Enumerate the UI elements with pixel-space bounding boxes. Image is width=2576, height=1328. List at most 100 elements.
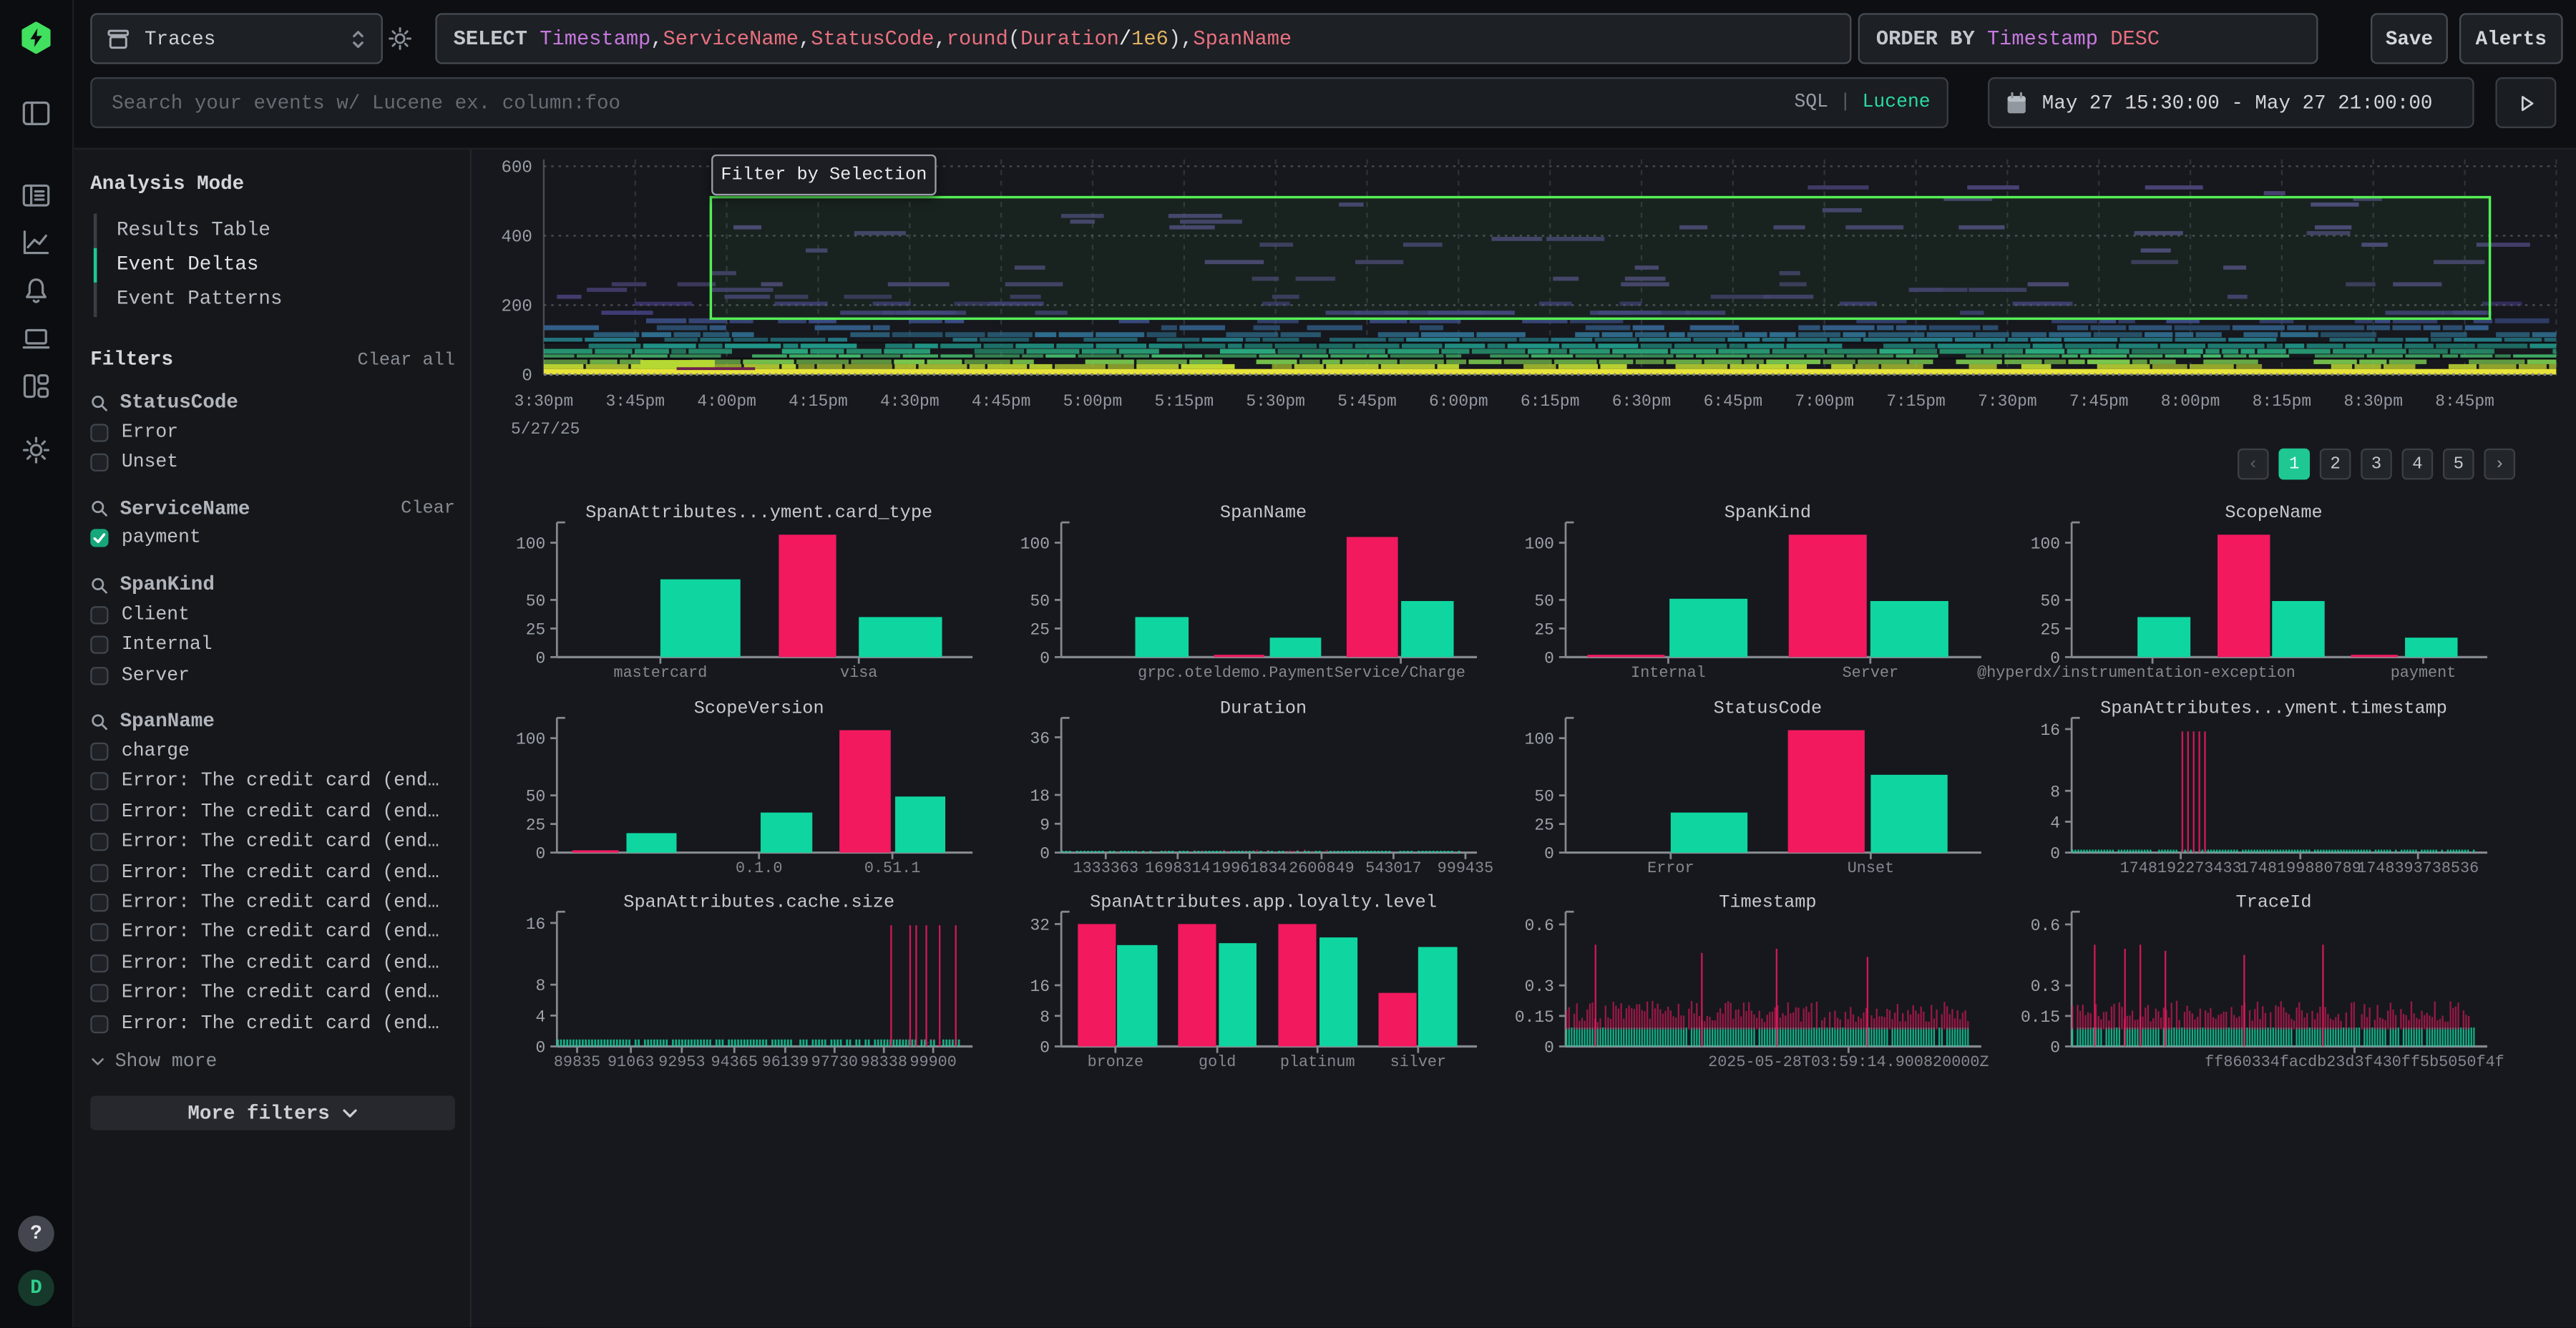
filter-option[interactable]: Error: The credit card (end… bbox=[90, 918, 455, 948]
filter-by-selection-tooltip[interactable]: Filter by Selection bbox=[711, 155, 937, 195]
pagination-page-2[interactable]: 2 bbox=[2320, 449, 2351, 480]
save-button[interactable]: Save bbox=[2371, 13, 2448, 64]
svg-text:0: 0 bbox=[522, 367, 532, 386]
checkbox-unchecked[interactable] bbox=[90, 954, 108, 972]
filter-option[interactable]: Error: The credit card (end… bbox=[90, 827, 455, 857]
sessions-laptop-icon[interactable] bbox=[16, 318, 56, 358]
more-filters-button[interactable]: More filters bbox=[90, 1096, 455, 1131]
filter-option[interactable]: Error: The credit card (end… bbox=[90, 857, 455, 887]
alerts-button[interactable]: Alerts bbox=[2459, 13, 2563, 64]
checkbox-unchecked[interactable] bbox=[90, 666, 108, 684]
analysis-mode-event-patterns[interactable]: Event Patterns bbox=[94, 283, 455, 317]
alerts-bell-icon[interactable] bbox=[16, 271, 56, 311]
checkbox-unchecked[interactable] bbox=[90, 864, 108, 882]
checkbox-unchecked[interactable] bbox=[90, 894, 108, 912]
svg-text:SpanKind: SpanKind bbox=[1724, 502, 1811, 523]
checkbox-unchecked[interactable] bbox=[90, 1015, 108, 1032]
query-token: ServiceName bbox=[663, 27, 799, 50]
search-icon[interactable] bbox=[90, 576, 108, 594]
lang-sql[interactable]: SQL bbox=[1794, 92, 1828, 114]
run-query-button[interactable] bbox=[2495, 77, 2556, 128]
clear-filter-link[interactable]: Clear bbox=[401, 499, 455, 519]
search-icon[interactable] bbox=[90, 713, 108, 731]
source-select[interactable]: Traces bbox=[90, 13, 383, 64]
checkbox-checked[interactable] bbox=[90, 529, 108, 547]
pagination-page-4[interactable]: 4 bbox=[2402, 449, 2434, 480]
show-more-link[interactable]: Show more bbox=[90, 1047, 455, 1076]
search-logs-icon[interactable] bbox=[16, 176, 56, 215]
delta-chart-spankind[interactable]: SpanKind02550100InternalServer bbox=[1508, 493, 2001, 683]
search-icon[interactable] bbox=[90, 394, 108, 411]
checkbox-unchecked[interactable] bbox=[90, 924, 108, 942]
checkbox-unchecked[interactable] bbox=[90, 833, 108, 851]
delta-chart-scopename[interactable]: ScopeName02550100@hyperdx/instrumentatio… bbox=[2014, 493, 2507, 683]
filter-option[interactable]: Error bbox=[90, 417, 455, 447]
chart-explorer-icon[interactable] bbox=[16, 223, 56, 263]
dashboards-icon[interactable] bbox=[16, 366, 56, 406]
svg-text:6:30pm: 6:30pm bbox=[1612, 392, 1672, 411]
date-range-picker[interactable]: May 27 15:30:00 - May 27 21:00:00 bbox=[1988, 77, 2474, 128]
svg-text:3:45pm: 3:45pm bbox=[605, 392, 665, 411]
lang-lucene[interactable]: Lucene bbox=[1863, 92, 1931, 114]
checkbox-unchecked[interactable] bbox=[90, 743, 108, 761]
app-root: ? D Traces SELECT Timestamp,ServiceName,… bbox=[0, 0, 2576, 1327]
delta-chart-spanattributes-yment-timestamp[interactable]: SpanAttributes...yment.timestamp04816174… bbox=[2014, 688, 2507, 879]
filter-option-label: Error: The credit card (end… bbox=[122, 952, 439, 974]
pagination-prev[interactable]: ‹ bbox=[2238, 449, 2269, 480]
pagination-page-5[interactable]: 5 bbox=[2443, 449, 2474, 480]
filter-option[interactable]: Error: The credit card (end… bbox=[90, 1008, 455, 1038]
analysis-mode-results-table[interactable]: Results Table bbox=[94, 213, 455, 248]
checkbox-unchecked[interactable] bbox=[90, 454, 108, 472]
delta-chart-spanattributes-cache-size[interactable]: SpanAttributes.cache.size048168983591063… bbox=[499, 882, 992, 1073]
filter-option[interactable]: Server bbox=[90, 660, 455, 690]
pagination-next[interactable]: › bbox=[2484, 449, 2515, 480]
pagination-page-1[interactable]: 1 bbox=[2278, 449, 2310, 480]
delta-chart-statuscode[interactable]: StatusCode02550100ErrorUnset bbox=[1508, 688, 2001, 879]
svg-text:5:30pm: 5:30pm bbox=[1246, 392, 1305, 411]
settings-gear-icon[interactable] bbox=[16, 431, 56, 470]
filter-option[interactable]: Unset bbox=[90, 447, 455, 477]
language-toggle[interactable]: SQL | Lucene bbox=[1794, 92, 1930, 114]
query-settings-gear-icon[interactable] bbox=[386, 24, 414, 52]
checkbox-unchecked[interactable] bbox=[90, 636, 108, 654]
filter-option[interactable]: Client bbox=[90, 600, 455, 630]
filter-option[interactable]: Error: The credit card (end… bbox=[90, 767, 455, 797]
clear-all-filters-link[interactable]: Clear all bbox=[358, 351, 455, 371]
filter-option-label: Internal bbox=[122, 635, 213, 656]
events-heatmap-chart[interactable]: 02004006003:30pm3:45pm4:00pm4:15pm4:30pm… bbox=[472, 148, 2576, 477]
search-input[interactable] bbox=[109, 89, 1782, 116]
filter-option[interactable]: Internal bbox=[90, 630, 455, 660]
select-query-input[interactable]: SELECT Timestamp,ServiceName,StatusCode,… bbox=[435, 13, 1851, 64]
filter-option-label: Error: The credit card (end… bbox=[122, 861, 439, 883]
heatmap-selection-region[interactable] bbox=[711, 197, 2489, 319]
filter-option[interactable]: Error: The credit card (end… bbox=[90, 887, 455, 917]
order-by-input[interactable]: ORDER BY Timestamp DESC bbox=[1858, 13, 2318, 64]
delta-chart-scopeversion[interactable]: ScopeVersion025501000.1.00.51.1 bbox=[499, 688, 992, 879]
hyperdx-logo-icon[interactable] bbox=[16, 18, 56, 57]
filters-title: Filters bbox=[90, 348, 173, 371]
checkbox-unchecked[interactable] bbox=[90, 985, 108, 1002]
search-icon[interactable] bbox=[90, 500, 108, 518]
checkbox-unchecked[interactable] bbox=[90, 424, 108, 441]
user-avatar[interactable]: D bbox=[18, 1270, 54, 1307]
panels-icon[interactable] bbox=[16, 94, 56, 133]
filter-option[interactable]: Error: The credit card (end… bbox=[90, 978, 455, 1008]
delta-chart-spanattributes-app-loyalty-level[interactable]: SpanAttributes.app.loyalty.level081632br… bbox=[1004, 882, 1497, 1073]
checkbox-unchecked[interactable] bbox=[90, 803, 108, 821]
checkbox-unchecked[interactable] bbox=[90, 606, 108, 624]
filter-option-label: Error: The credit card (end… bbox=[122, 771, 439, 793]
checkbox-unchecked[interactable] bbox=[90, 773, 108, 791]
delta-chart-spanattributes-yment-card-type[interactable]: SpanAttributes...yment.card_type02550100… bbox=[499, 493, 992, 683]
delta-chart-timestamp[interactable]: Timestamp00.150.30.62025-05-28T03:59:14.… bbox=[1508, 882, 2001, 1073]
analysis-mode-event-deltas[interactable]: Event Deltas bbox=[94, 248, 455, 283]
help-button[interactable]: ? bbox=[18, 1216, 54, 1252]
filter-option[interactable]: Error: The credit card (end… bbox=[90, 948, 455, 978]
filter-option[interactable]: Error: The credit card (end… bbox=[90, 797, 455, 827]
filter-option-label: Error: The credit card (end… bbox=[122, 831, 439, 853]
delta-chart-traceid[interactable]: TraceId00.150.30.6ff860334facdb23d3f430f… bbox=[2014, 882, 2507, 1073]
filter-option[interactable]: charge bbox=[90, 736, 455, 766]
filter-option[interactable]: payment bbox=[90, 524, 455, 554]
delta-chart-duration[interactable]: Duration09183613333631698314199618342600… bbox=[1004, 688, 1497, 879]
delta-chart-spanname[interactable]: SpanName02550100grpc.oteldemo.PaymentSer… bbox=[1004, 493, 1497, 683]
pagination-page-3[interactable]: 3 bbox=[2361, 449, 2392, 480]
